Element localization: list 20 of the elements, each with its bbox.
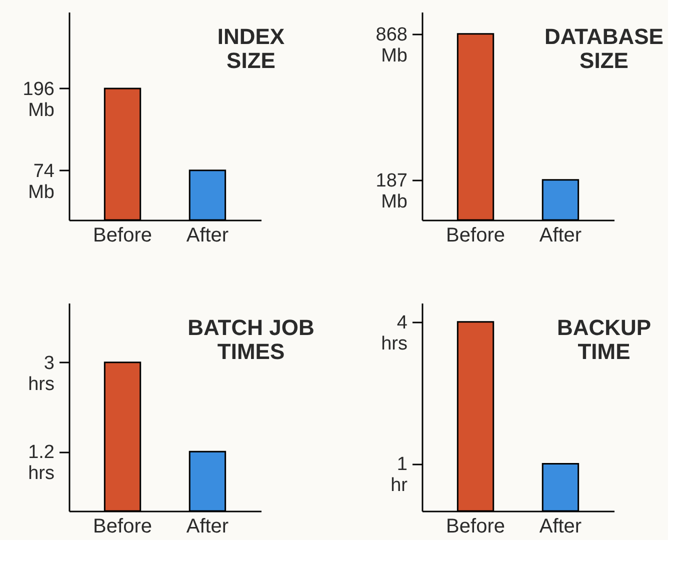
y-tick-label: 187 Mb	[376, 170, 408, 212]
x-tick-label: Before	[93, 224, 152, 246]
y-tick-label: 74 Mb	[28, 160, 55, 203]
y-tick-label: 3 hrs	[28, 352, 54, 395]
x-tick-label: After	[186, 516, 229, 538]
x-tick-label: Before	[93, 516, 152, 538]
text: INDEX SIZE	[217, 24, 285, 73]
text: BACKUP TIME	[556, 315, 652, 364]
y-tick-label: 196 Mb	[22, 78, 54, 121]
y-tick-label: 1.2 hrs	[28, 442, 54, 484]
x-tick-label: Before	[446, 224, 505, 246]
text: BATCH JOB TIMES	[188, 315, 314, 364]
y-tick-label: 1 hr	[390, 454, 408, 496]
x-tick-label: After	[539, 224, 582, 246]
y-tick-label: 4 hrs	[381, 312, 408, 354]
x-tick-label: After	[186, 224, 229, 246]
x-tick-label: After	[539, 516, 582, 538]
y-tick-label: 868 Mb	[376, 24, 408, 66]
x-tick-label: Before	[446, 516, 505, 538]
text: DATABASE SIZE	[544, 24, 664, 73]
